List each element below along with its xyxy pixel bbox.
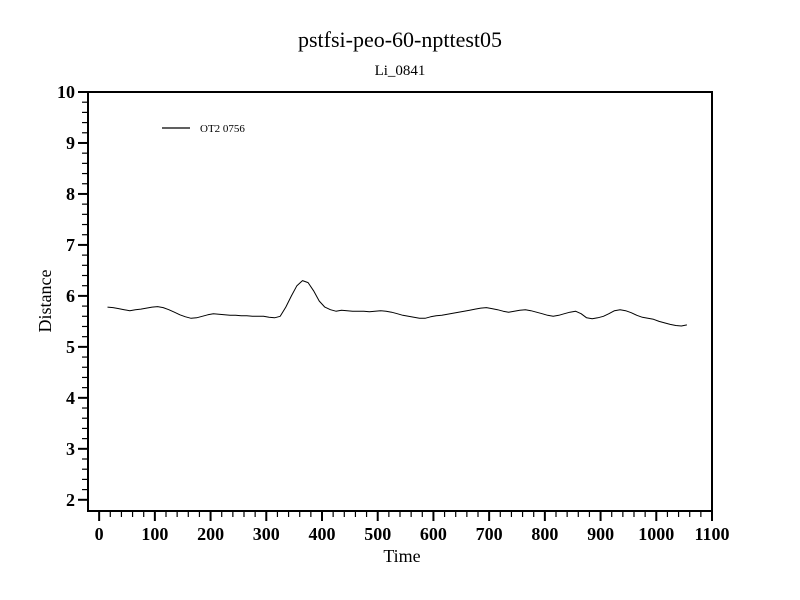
x-tick-label: 900 [587,524,614,544]
x-tick-label: 200 [197,524,224,544]
chart-subtitle: Li_0841 [375,63,426,79]
x-tick-label: 400 [309,524,336,544]
x-tick-label: 600 [420,524,447,544]
x-tick-label: 500 [364,524,391,544]
axis-ticks: 0 100 200 300 400 500 600 700 800 900 1000 1100 2 3 4 5… [57,82,730,544]
y-tick-label: 10 [57,82,75,102]
data-curve [107,280,687,327]
y-tick-label: 3 [66,439,75,459]
x-tick-label: 1100 [694,524,729,544]
x-axis-title: Time [383,546,420,566]
y-tick-label: 5 [66,337,75,357]
y-tick-label: 4 [66,388,75,408]
x-tick-label: 700 [476,524,503,544]
y-tick-label: 7 [66,235,75,255]
x-tick-label: 1000 [638,524,674,544]
legend: OT2 0756 [162,123,245,135]
y-tick-label: 6 [66,286,75,306]
x-tick-label: 300 [253,524,280,544]
x-tick-label: 100 [141,524,168,544]
chart-title: pstfsi-peo-60-npttest05 [298,27,502,52]
plot-border [87,91,713,512]
y-tick-label: 9 [66,133,75,153]
x-tick-label: 0 [95,524,104,544]
y-tick-label: 2 [66,490,75,510]
x-tick-label: 800 [531,524,558,544]
y-axis-title: Distance [35,270,55,333]
legend-label: OT2 0756 [200,123,245,135]
y-tick-label: 8 [66,184,75,204]
